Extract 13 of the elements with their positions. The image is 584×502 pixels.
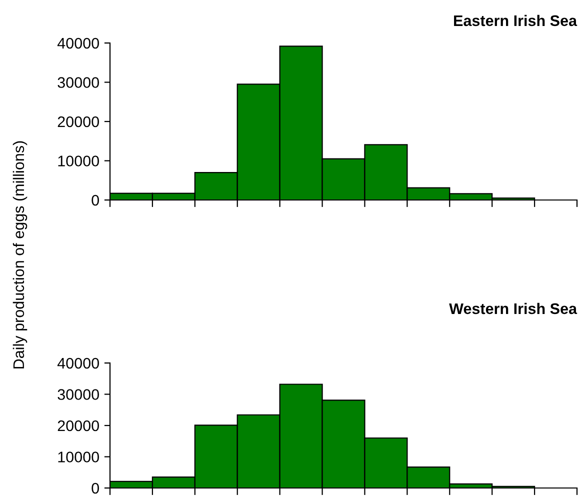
- y-tick-label: 30000: [58, 77, 99, 88]
- y-tick-label: 40000: [57, 38, 99, 49]
- y-axis-title: Daily production of eggs (millions): [12, 141, 28, 368]
- y-tick-label: 30000: [58, 389, 99, 400]
- y-tick-label: 10000: [58, 156, 99, 166]
- y-tick-label: 20000: [58, 116, 99, 128]
- y-tick-label: 20000: [58, 420, 99, 432]
- y-tick-label: 10000: [58, 452, 99, 462]
- chart-title: Western Irish Sea: [449, 302, 578, 314]
- y-tick-label: 0: [92, 482, 99, 494]
- y-tick-label: 40000: [57, 358, 99, 369]
- chart-title: Eastern Irish Sea: [454, 14, 578, 26]
- y-tick-label: 0: [92, 194, 99, 206]
